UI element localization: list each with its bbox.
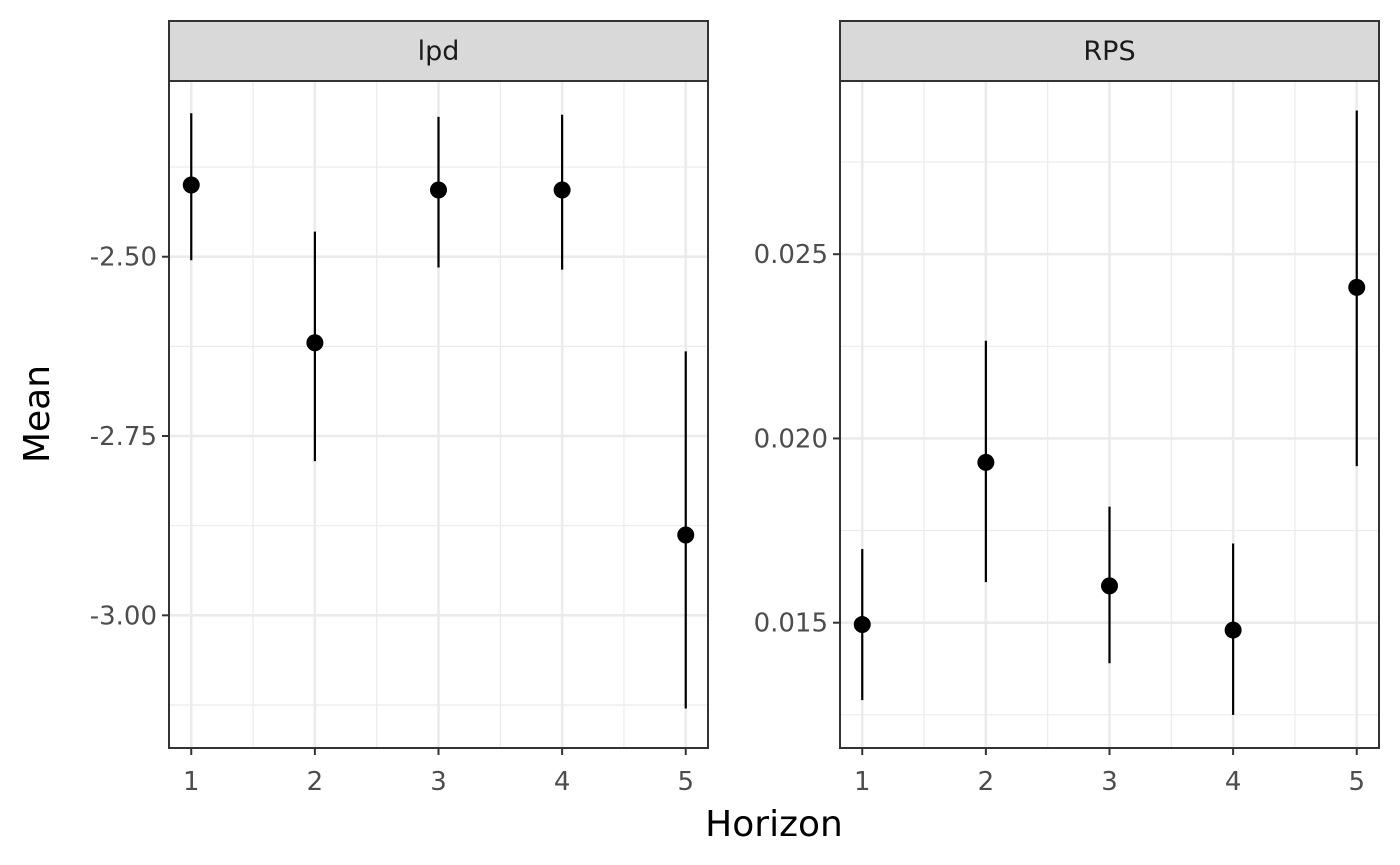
data-point-1 (853, 616, 871, 634)
data-point-4 (1224, 621, 1242, 639)
strip-background (168, 20, 709, 82)
plot-area (839, 80, 1380, 749)
data-point-3 (1101, 577, 1118, 595)
x-tick-label: 1 (183, 767, 200, 797)
x-tick-label: 4 (1225, 767, 1242, 797)
y-tick-label: 0.020 (754, 424, 828, 454)
x-tick-label: 3 (430, 767, 447, 797)
panel-rps: RPS 1 2 3 4 5 0.015 0.020 0.025 (754, 20, 1380, 797)
y-axis-title: Mean (17, 365, 58, 463)
data-point-1 (182, 176, 200, 194)
x-tick-label: 1 (854, 767, 871, 797)
x-tick-label: 4 (554, 767, 571, 797)
strip-title: lpd (418, 36, 460, 67)
y-tick-label: 0.025 (754, 240, 828, 270)
plot-area (168, 80, 709, 749)
x-tick-label: 5 (1348, 767, 1365, 797)
data-point-2 (977, 453, 995, 471)
y-tick-label: -2.50 (90, 243, 157, 273)
data-point-2 (306, 334, 324, 352)
data-point-4 (553, 181, 571, 199)
data-point-3 (430, 181, 447, 199)
x-tick-label: 2 (307, 767, 324, 797)
y-tick-label: -3.00 (90, 601, 157, 631)
panel-lpd: lpd 1 2 3 4 5 -3.00 -2.75 -2.50 (90, 20, 709, 797)
data-point-5 (677, 526, 695, 544)
y-tick-label: 0.015 (754, 609, 828, 639)
x-tick-label: 3 (1101, 767, 1118, 797)
data-point-5 (1348, 278, 1366, 296)
x-tick-label: 2 (978, 767, 995, 797)
x-tick-label: 5 (677, 767, 694, 797)
x-axis-title: Horizon (705, 804, 843, 845)
strip-title: RPS (1083, 36, 1135, 67)
y-tick-label: -2.75 (90, 422, 157, 452)
